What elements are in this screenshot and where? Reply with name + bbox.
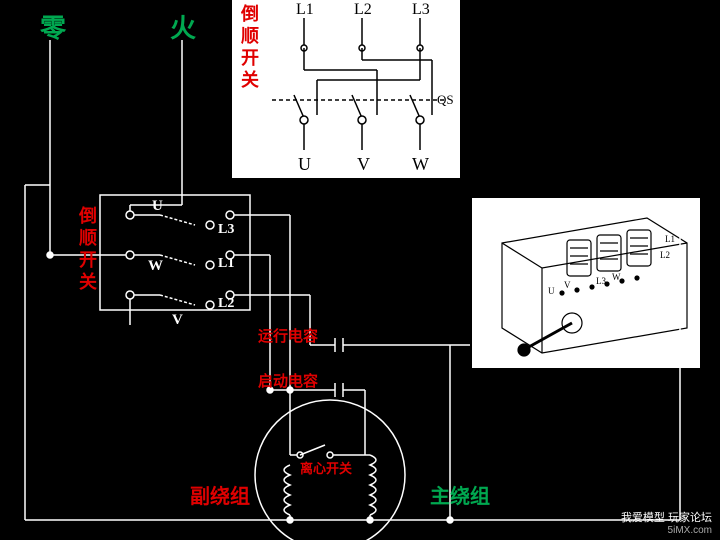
main-circuit-svg	[0, 0, 720, 540]
main-winding-label: 主绕组	[430, 480, 490, 509]
start-cap-label: 启动电容	[258, 370, 318, 391]
watermark-sub: 5iMX.com	[621, 525, 712, 536]
watermark-main: 我爱模型 玩家论坛	[621, 512, 712, 524]
centrifugal-switch-label: 离心开关	[300, 458, 352, 477]
main-switch-label: 倒顺开关	[74, 206, 100, 294]
term-w: W	[148, 258, 163, 275]
term-l1: L1	[218, 256, 234, 272]
secondary-winding-label: 副绕组	[190, 480, 250, 509]
term-v: V	[172, 312, 183, 329]
watermark: 我爱模型 玩家论坛 5iMX.com	[621, 509, 712, 536]
term-l3: L3	[218, 222, 234, 238]
run-cap-label: 运行电容	[258, 325, 318, 346]
term-u: U	[152, 198, 163, 215]
term-l2: L2	[218, 296, 234, 312]
